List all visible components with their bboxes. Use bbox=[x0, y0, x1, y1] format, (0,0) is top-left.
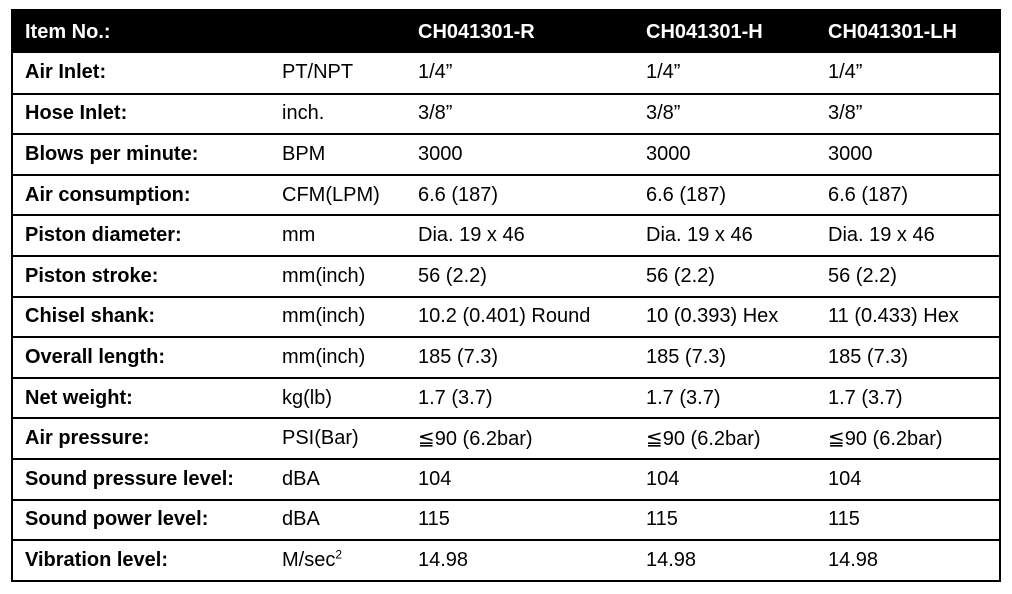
row-value-r: 3000 bbox=[418, 142, 463, 165]
row-label: Vibration level: bbox=[25, 548, 169, 571]
row-unit: inch. bbox=[282, 102, 325, 125]
table-row: Air Inlet: PT/NPT 1/4” 1/4” 1/4” bbox=[12, 53, 1000, 94]
row-value-r: 3/8” bbox=[418, 102, 453, 125]
row-value-h: 1/4” bbox=[646, 61, 681, 84]
row-value-h: ≦90 (6.2bar) bbox=[646, 428, 761, 451]
row-value-h: 115 bbox=[646, 508, 678, 531]
row-label: Hose Inlet: bbox=[25, 102, 128, 125]
row-value-h: 10 (0.393) Hex bbox=[646, 305, 779, 328]
row-label: Piston diameter: bbox=[25, 224, 182, 247]
row-value-lh: 56 (2.2) bbox=[828, 264, 897, 287]
row-value-lh: 1.7 (3.7) bbox=[828, 386, 903, 409]
row-unit: BPM bbox=[282, 142, 326, 165]
row-value-lh: 14.98 bbox=[828, 548, 879, 571]
row-value-h: 1.7 (3.7) bbox=[646, 386, 721, 409]
table-row: Sound pressure level: dBA 104 104 104 bbox=[12, 458, 1000, 500]
row-value-r: 1/4” bbox=[418, 61, 453, 84]
model-header-h: CH041301-H bbox=[634, 10, 816, 53]
row-value-h: 3000 bbox=[646, 142, 691, 165]
row-value-lh: 115 bbox=[828, 508, 860, 531]
row-value-lh: 11 (0.433) Hex bbox=[828, 305, 959, 328]
row-label: Net weight: bbox=[25, 386, 133, 409]
row-value-h: 185 (7.3) bbox=[646, 345, 727, 368]
row-unit: PT/NPT bbox=[282, 61, 354, 84]
row-unit: CFM(LPM) bbox=[282, 183, 380, 206]
row-value-r: 10.2 (0.401) Round bbox=[418, 305, 591, 328]
table-row: Air pressure: PSI(Bar) ≦90 (6.2bar) ≦90 … bbox=[12, 418, 1000, 459]
row-unit: kg(lb) bbox=[282, 386, 333, 409]
row-label: Chisel shank: bbox=[25, 305, 156, 328]
row-value-lh: 185 (7.3) bbox=[828, 345, 909, 368]
row-value-r: 104 bbox=[418, 467, 452, 490]
row-unit: mm bbox=[282, 224, 316, 247]
table-row: Piston diameter: mm Dia. 19 x 46 Dia. 19… bbox=[12, 215, 1000, 256]
row-value-r: Dia. 19 x 46 bbox=[418, 224, 525, 247]
row-label: Sound pressure level: bbox=[25, 467, 234, 490]
row-unit: PSI(Bar) bbox=[282, 427, 359, 450]
row-label: Overall length: bbox=[25, 345, 166, 368]
table-row: Vibration level: M/sec2 14.98 14.98 14.9… bbox=[12, 540, 1000, 581]
row-value-h: 6.6 (187) bbox=[646, 183, 727, 206]
spec-table: Item No.: CH041301-R CH041301-H CH041301… bbox=[11, 9, 1001, 582]
row-value-h: 3/8” bbox=[646, 102, 681, 125]
row-label: Air pressure: bbox=[25, 427, 150, 450]
row-value-h: 104 bbox=[646, 467, 680, 490]
table-row: Blows per minute: BPM 3000 3000 3000 bbox=[12, 134, 1000, 175]
table-row: Overall length: mm(inch) 185 (7.3) 185 (… bbox=[12, 337, 1000, 378]
row-value-h: 56 (2.2) bbox=[646, 264, 715, 287]
item-no-header: Item No.: bbox=[12, 10, 270, 53]
row-label: Air consumption: bbox=[25, 183, 191, 206]
row-unit: mm(inch) bbox=[282, 305, 366, 328]
model-header-lh: CH041301-LH bbox=[816, 10, 1000, 53]
table-row: Chisel shank: mm(inch) 10.2 (0.401) Roun… bbox=[12, 296, 1000, 338]
row-value-lh: Dia. 19 x 46 bbox=[828, 224, 935, 247]
row-unit: M/sec2 bbox=[270, 540, 406, 581]
row-unit: mm(inch) bbox=[282, 264, 366, 287]
row-value-r: ≦90 (6.2bar) bbox=[418, 428, 533, 451]
row-value-lh: 3000 bbox=[828, 142, 873, 165]
table-row: Piston stroke: mm(inch) 56 (2.2) 56 (2.2… bbox=[12, 255, 1000, 297]
row-value-h: 14.98 bbox=[646, 548, 697, 571]
row-value-r: 14.98 bbox=[418, 548, 469, 571]
row-value-h: Dia. 19 x 46 bbox=[646, 224, 753, 247]
header-row: Item No.: CH041301-R CH041301-H CH041301… bbox=[12, 10, 1000, 53]
row-value-r: 115 bbox=[418, 508, 450, 531]
row-value-lh: 6.6 (187) bbox=[828, 183, 909, 206]
row-value-r: 6.6 (187) bbox=[418, 183, 499, 206]
unit-superscript: 2 bbox=[335, 547, 343, 562]
row-value-lh: 3/8” bbox=[828, 102, 863, 125]
row-value-lh: 1/4” bbox=[828, 61, 863, 84]
row-label: Blows per minute: bbox=[25, 142, 199, 165]
row-value-r: 56 (2.2) bbox=[418, 264, 487, 287]
model-header-r: CH041301-R bbox=[406, 10, 634, 53]
row-value-lh: 104 bbox=[828, 467, 862, 490]
row-value-r: 1.7 (3.7) bbox=[418, 386, 493, 409]
row-label: Sound power level: bbox=[25, 508, 209, 531]
table-row: Hose Inlet: inch. 3/8” 3/8” 3/8” bbox=[12, 93, 1000, 135]
table-row: Net weight: kg(lb) 1.7 (3.7) 1.7 (3.7) 1… bbox=[12, 377, 1000, 419]
unit-text: M/sec bbox=[282, 548, 336, 571]
table-row: Sound power level: dBA 115 115 115 bbox=[12, 499, 1000, 541]
row-unit: dBA bbox=[282, 508, 320, 531]
row-value-r: 185 (7.3) bbox=[418, 345, 499, 368]
row-label: Air Inlet: bbox=[25, 61, 107, 84]
row-label: Piston stroke: bbox=[25, 264, 159, 287]
table-row: Air consumption: CFM(LPM) 6.6 (187) 6.6 … bbox=[12, 174, 1000, 216]
row-value-lh: ≦90 (6.2bar) bbox=[828, 428, 943, 451]
unit-header bbox=[270, 10, 406, 53]
row-unit: mm(inch) bbox=[282, 345, 366, 368]
row-unit: dBA bbox=[282, 467, 320, 490]
